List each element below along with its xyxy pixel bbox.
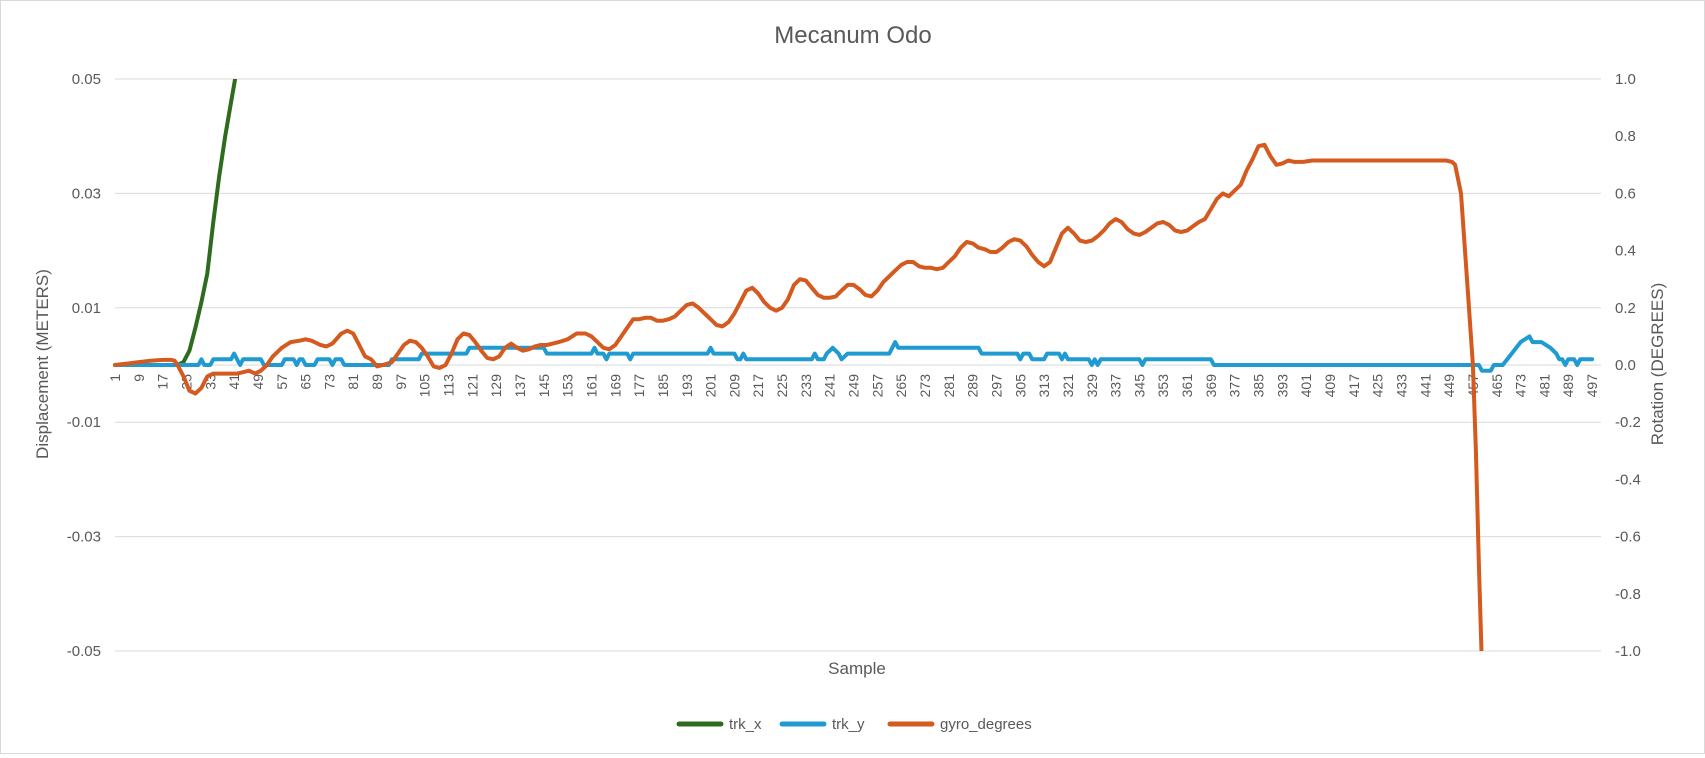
x-tick-label: 1 [107, 374, 123, 382]
right-axis-tick-label: 0.6 [1615, 185, 1636, 202]
chart-title: Mecanum Odo [774, 22, 931, 49]
x-tick-label: 305 [1012, 374, 1028, 398]
x-tick-label: 345 [1131, 374, 1147, 398]
left-axis-tick-label: 0.01 [72, 300, 101, 317]
x-tick-label: 281 [941, 374, 957, 398]
series-line-trk-y [113, 334, 1595, 373]
x-tick-label: 241 [822, 374, 838, 398]
x-tick-label: 81 [345, 374, 361, 390]
x-tick-label: 17 [155, 374, 171, 390]
x-tick-label: 185 [655, 374, 671, 398]
x-tick-label: 9 [131, 374, 147, 382]
x-tick-label: 401 [1298, 374, 1314, 398]
x-tick-label: 353 [1155, 374, 1171, 398]
right-axis-tick-label: -0.2 [1615, 414, 1641, 431]
x-tick-label: 289 [965, 374, 981, 398]
x-tick-label: 73 [321, 374, 337, 390]
right-axis-tick-label: -0.8 [1615, 586, 1641, 603]
x-tick-label: 201 [703, 374, 719, 398]
gridlines [115, 78, 1601, 652]
series-layer [113, 79, 1595, 651]
legend: trk_x trk_y gyro_degrees [676, 716, 1032, 733]
left-axis-tick-label: -0.05 [67, 643, 101, 660]
x-tick-label: 417 [1346, 374, 1362, 398]
x-tick-label: 65 [298, 374, 314, 390]
x-tick-label: 393 [1274, 374, 1290, 398]
x-tick-label: 169 [607, 374, 623, 398]
right-axis-title: Rotation (DEGREES) [1648, 283, 1667, 446]
x-tick-label: 297 [988, 374, 1004, 398]
series-line-trk-x [113, 79, 238, 367]
x-tick-label: 153 [560, 374, 576, 398]
x-tick-label: 105 [417, 374, 433, 398]
x-tick-label: 409 [1322, 374, 1338, 398]
left-axis-tick-label: -0.01 [67, 414, 101, 431]
x-tick-label: 337 [1108, 374, 1124, 398]
right-axis-ticks: 1.0 0.8 0.6 0.4 0.2 0.0 -0.2 -0.4 -0.6 -0.8 -1.0 [1615, 71, 1641, 660]
x-tick-label: 361 [1179, 374, 1195, 398]
left-axis-title: Displacement (METERS) [33, 269, 52, 459]
x-tick-label: 161 [583, 374, 599, 398]
x-tick-label: 497 [1584, 374, 1600, 398]
x-tick-label: 425 [1370, 374, 1386, 398]
x-tick-label: 321 [1060, 374, 1076, 398]
x-tick-label: 441 [1417, 374, 1433, 398]
right-axis-tick-label: 0.0 [1615, 357, 1636, 374]
right-axis-tick-label: 0.8 [1615, 128, 1636, 145]
x-tick-label: 377 [1227, 374, 1243, 398]
x-tick-label: 473 [1513, 374, 1529, 398]
left-axis-tick-label: 0.05 [72, 71, 101, 88]
left-axis-ticks: 0.05 0.03 0.01 -0.01 -0.03 -0.05 [67, 71, 101, 660]
x-tick-label: 41 [226, 374, 242, 390]
x-tick-label: 273 [917, 374, 933, 398]
x-tick-label: 97 [393, 374, 409, 390]
x-tick-label: 225 [774, 374, 790, 398]
x-tick-label: 329 [1084, 374, 1100, 398]
x-tick-label: 121 [464, 374, 480, 398]
x-tick-label: 249 [846, 374, 862, 398]
x-tick-label: 177 [631, 374, 647, 398]
x-tick-label: 49 [250, 374, 266, 390]
right-axis-tick-label: -0.6 [1615, 529, 1641, 546]
legend-label-gyro-degrees: gyro_degrees [940, 716, 1032, 733]
x-tick-label: 137 [512, 374, 528, 398]
x-tick-label: 385 [1251, 374, 1267, 398]
x-tick-label: 369 [1203, 374, 1219, 398]
x-tick-label: 57 [274, 374, 290, 390]
left-axis-tick-label: 0.03 [72, 185, 101, 202]
x-tick-label: 129 [488, 374, 504, 398]
x-axis-title: Sample [828, 659, 886, 678]
x-tick-label: 265 [893, 374, 909, 398]
left-axis-tick-label: -0.03 [67, 529, 101, 546]
x-tick-label: 481 [1536, 374, 1552, 398]
x-tick-label: 145 [536, 374, 552, 398]
right-axis-tick-label: -0.4 [1615, 471, 1641, 488]
x-tick-label: 449 [1441, 374, 1457, 398]
x-tick-label: 217 [750, 374, 766, 398]
right-axis-tick-label: -1.0 [1615, 643, 1641, 660]
right-axis-tick-label: 0.2 [1615, 300, 1636, 317]
x-tick-label: 89 [369, 374, 385, 390]
x-tick-label: 113 [441, 374, 457, 397]
right-axis-tick-label: 0.4 [1615, 243, 1636, 260]
series-line-gyro-degrees [113, 142, 1484, 651]
legend-label-trk-y: trk_y [832, 716, 865, 733]
x-tick-label: 233 [798, 374, 814, 398]
x-tick-label: 433 [1393, 374, 1409, 398]
x-tick-label: 465 [1489, 374, 1505, 398]
x-tick-label: 257 [869, 374, 885, 398]
x-tick-label: 193 [679, 374, 695, 398]
x-tick-label: 489 [1560, 374, 1576, 398]
right-axis-tick-label: 1.0 [1615, 71, 1636, 88]
x-tick-label: 313 [1036, 374, 1052, 398]
x-axis: 1 9 17 25 33 41 49 57 65 73 81 89 97 105 113 121 129 137 1… [107, 364, 1601, 398]
legend-label-trk-x: trk_x [729, 716, 762, 733]
x-tick-label: 209 [726, 374, 742, 398]
